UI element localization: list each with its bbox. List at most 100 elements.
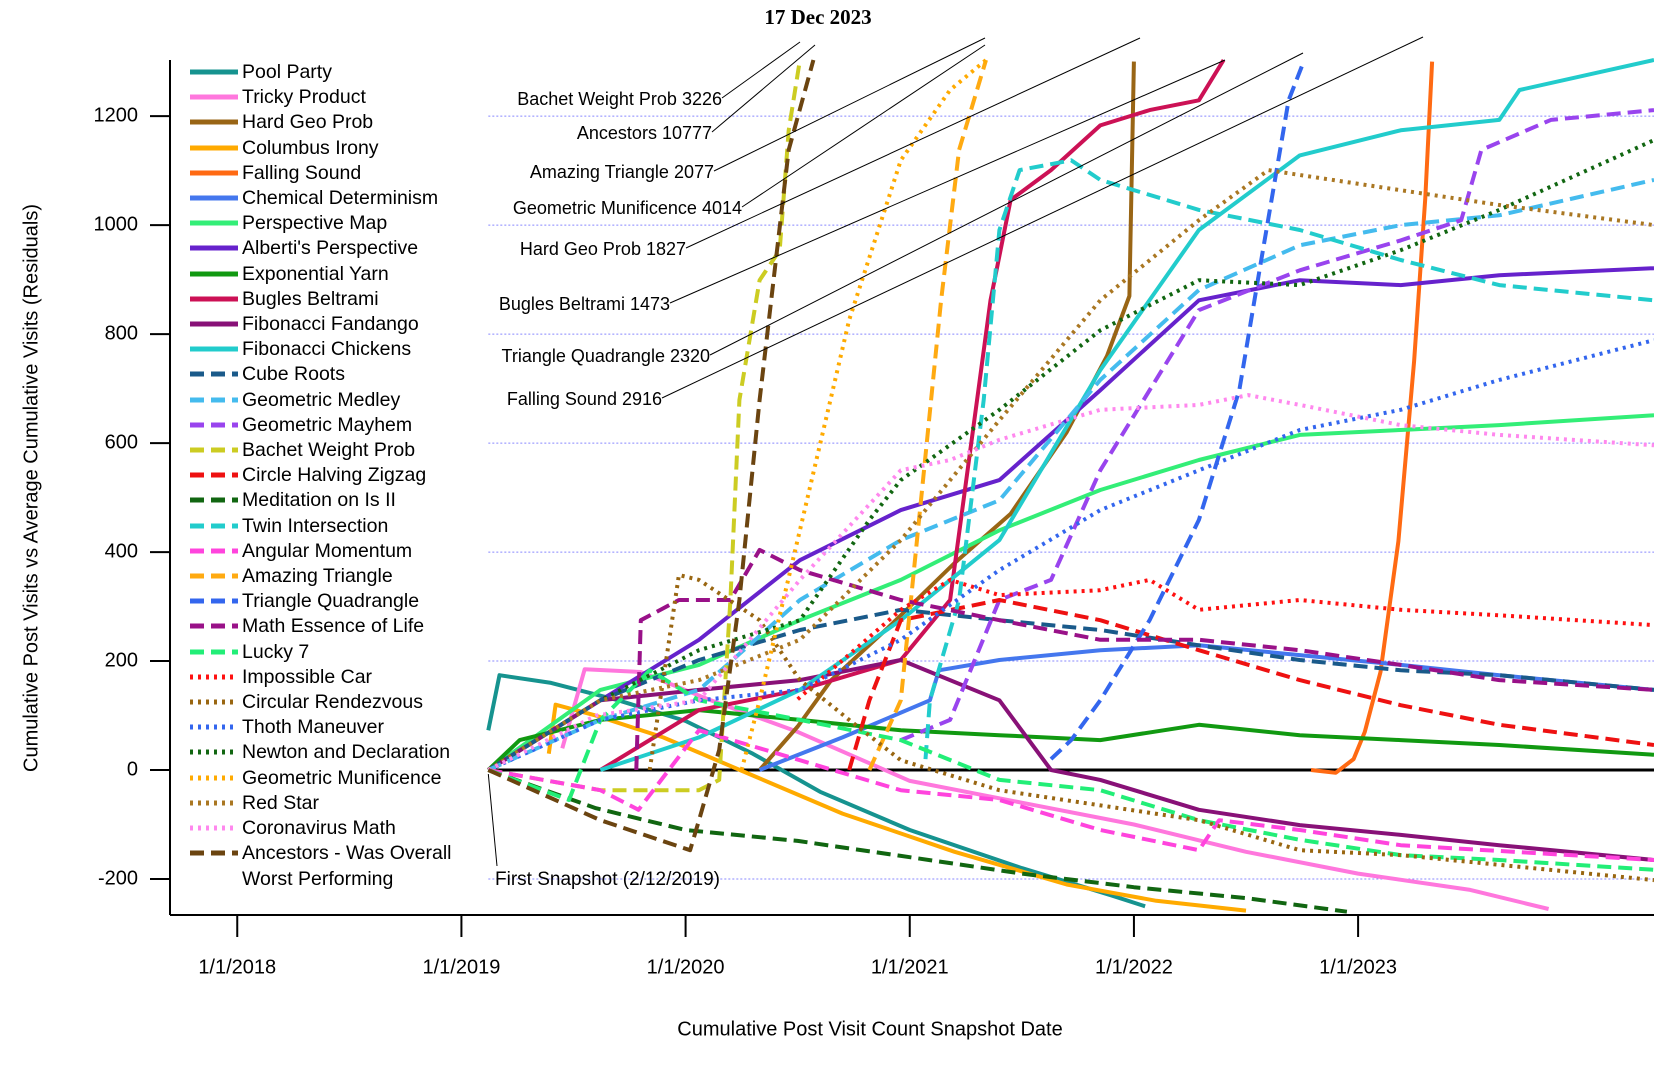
legend-entry: Fibonacci Chickens xyxy=(190,337,490,362)
legend-swatch xyxy=(190,143,238,153)
legend-swatch xyxy=(190,420,238,430)
annotation: Ancestors 10777 xyxy=(577,123,712,143)
legend-label: Geometric Munificence xyxy=(242,766,441,791)
legend-entry: Meditation on Is II xyxy=(190,488,490,513)
x-tick-label: 1/1/2019 xyxy=(422,956,500,978)
legend-swatch xyxy=(190,773,238,783)
legend-entry: Math Essence of Life xyxy=(190,614,490,639)
y-tick-label: 400 xyxy=(105,540,138,562)
legend-entry: Circular Rendezvous xyxy=(190,690,490,715)
legend-entry: Tricky Product xyxy=(190,85,490,110)
y-tick-label: 1200 xyxy=(94,104,139,126)
legend-label: Math Essence of Life xyxy=(242,614,424,639)
legend-entry: Triangle Quadrangle xyxy=(190,589,490,614)
legend-entry: Fibonacci Fandango xyxy=(190,312,490,337)
legend-entry: Cube Roots xyxy=(190,362,490,387)
legend-swatch xyxy=(190,647,238,657)
legend-swatch xyxy=(190,243,238,253)
legend-label: Alberti's Perspective xyxy=(242,236,418,261)
legend-entry: Red Star xyxy=(190,791,490,816)
legend-swatch xyxy=(190,269,238,279)
legend-label: Circle Halving Zigzag xyxy=(242,463,426,488)
annotation: Geometric Munificence 4014 xyxy=(513,198,742,218)
legend-swatch xyxy=(190,521,238,531)
legend-label: Cube Roots xyxy=(242,362,345,387)
legend-label: Perspective Map xyxy=(242,211,387,236)
legend-swatch xyxy=(190,596,238,606)
leader-line xyxy=(742,45,985,207)
legend-swatch xyxy=(190,672,238,682)
legend-entry: Ancestors - Was Overall Worst Performing xyxy=(190,841,490,891)
legend-entry: Hard Geo Prob xyxy=(190,110,490,135)
annotation: Amazing Triangle 2077 xyxy=(530,162,714,182)
legend-entry: Coronavirus Math xyxy=(190,816,490,841)
legend-swatch xyxy=(190,848,238,858)
legend-swatch xyxy=(190,470,238,480)
y-tick-label: 200 xyxy=(105,649,138,671)
legend-label: Bachet Weight Prob xyxy=(242,438,415,463)
x-axis-title: Cumulative Post Visit Count Snapshot Dat… xyxy=(677,1018,1062,1040)
annotation: Hard Geo Prob 1827 xyxy=(520,239,686,259)
x-tick-label: 1/1/2021 xyxy=(871,956,949,978)
x-tick-label: 1/1/2020 xyxy=(647,956,725,978)
legend-entry: Bachet Weight Prob xyxy=(190,438,490,463)
legend-label: Amazing Triangle xyxy=(242,564,393,589)
annotation: Bachet Weight Prob 3226 xyxy=(517,89,722,109)
legend-label: Falling Sound xyxy=(242,161,361,186)
legend-swatch xyxy=(190,193,238,203)
plot-lines xyxy=(488,60,1654,912)
legend-entry: Geometric Mayhem xyxy=(190,413,490,438)
leader-line xyxy=(686,38,1140,248)
annotation: Triangle Quadrangle 2320 xyxy=(502,346,710,366)
leader-line xyxy=(662,37,1423,398)
leader-line xyxy=(710,53,1303,355)
legend-entry: Angular Momentum xyxy=(190,539,490,564)
annotation: Bugles Beltrami 1473 xyxy=(499,294,670,314)
legend-label: Geometric Mayhem xyxy=(242,413,412,438)
legend-entry: Geometric Medley xyxy=(190,388,490,413)
annotation: Falling Sound 2916 xyxy=(507,389,662,409)
series-line xyxy=(742,60,986,770)
x-tick-label: 1/1/2022 xyxy=(1095,956,1173,978)
series-line xyxy=(488,340,1654,770)
legend-entry: Perspective Map xyxy=(190,211,490,236)
legend-entry: Columbus Irony xyxy=(190,136,490,161)
legend-label: Coronavirus Math xyxy=(242,816,396,841)
y-tick-label: 1000 xyxy=(94,213,139,235)
legend-swatch xyxy=(190,319,238,329)
y-tick-label: 800 xyxy=(105,322,138,344)
legend-swatch xyxy=(190,621,238,631)
legend-label: Triangle Quadrangle xyxy=(242,589,419,614)
legend-label: Tricky Product xyxy=(242,85,366,110)
legend-entry: Lucky 7 xyxy=(190,640,490,665)
legend-label: Columbus Irony xyxy=(242,136,379,161)
legend-swatch xyxy=(190,67,238,77)
legend-label: Chemical Determinism xyxy=(242,186,438,211)
legend-swatch xyxy=(190,495,238,505)
legend-swatch xyxy=(190,218,238,228)
legend-label: Lucky 7 xyxy=(242,640,309,665)
x-tick-label: 1/1/2018 xyxy=(198,956,276,978)
legend-swatch xyxy=(190,445,238,455)
legend-entry: Geometric Munificence xyxy=(190,766,490,791)
legend-label: Exponential Yarn xyxy=(242,262,389,287)
legend-entry: Circle Halving Zigzag xyxy=(190,463,490,488)
grid xyxy=(488,116,1654,879)
leader-line xyxy=(722,42,800,98)
y-tick-label: -200 xyxy=(98,867,138,889)
legend-entry: Bugles Beltrami xyxy=(190,287,490,312)
legend-label: Pool Party xyxy=(242,60,332,85)
series-line xyxy=(488,415,1654,770)
legend-swatch xyxy=(190,747,238,757)
x-tick-label: 1/1/2023 xyxy=(1319,956,1397,978)
legend-swatch xyxy=(190,823,238,833)
legend-label: Fibonacci Fandango xyxy=(242,312,419,337)
legend-entry: Exponential Yarn xyxy=(190,262,490,287)
annotation: First Snapshot (2/12/2019) xyxy=(495,869,720,890)
legend-entry: Twin Intersection xyxy=(190,514,490,539)
legend-label: Newton and Declaration xyxy=(242,740,450,765)
legend-entry: Pool Party xyxy=(190,60,490,85)
series-line xyxy=(1051,60,1304,759)
legend-entry: Chemical Determinism xyxy=(190,186,490,211)
